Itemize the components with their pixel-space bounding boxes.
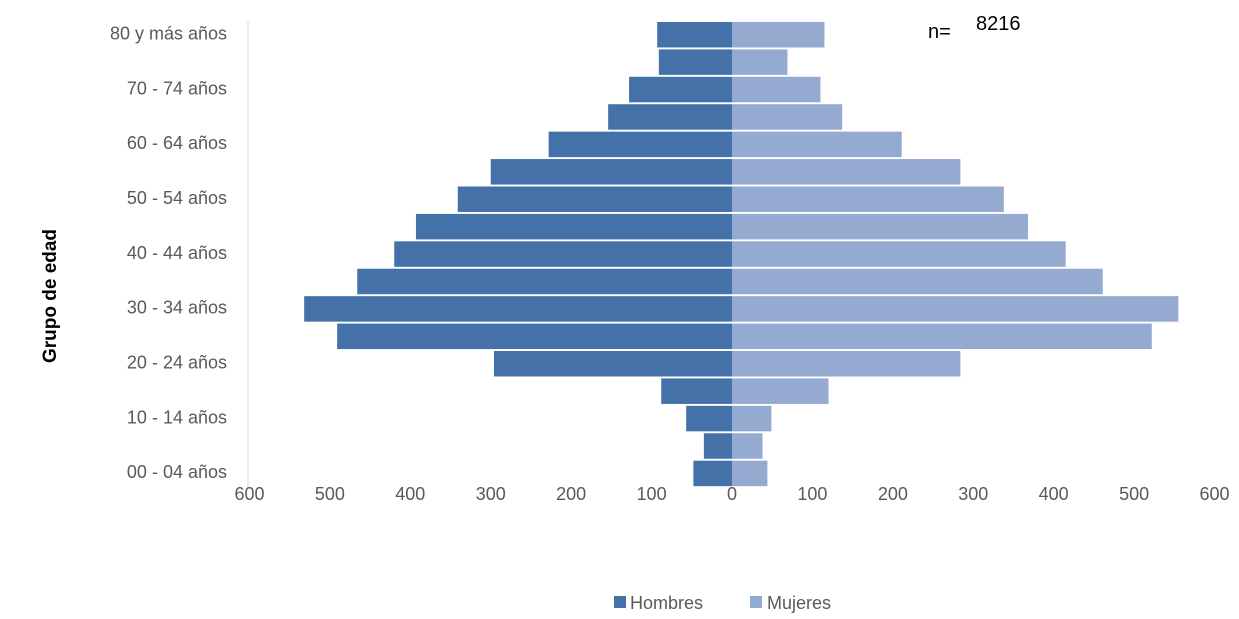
bar-hombres [658, 49, 732, 75]
bar-hombres [457, 186, 732, 212]
x-tick-label: 100 [797, 484, 827, 504]
bar-hombres [304, 296, 732, 322]
category-tick-label: 00 - 04 años [127, 462, 227, 482]
legend-label-mujeres: Mujeres [767, 593, 831, 613]
bar-mujeres [732, 76, 821, 103]
y-axis-title: Grupo de edad [40, 229, 61, 363]
bar-mujeres [732, 296, 1179, 322]
x-tick-label: 500 [1119, 484, 1149, 504]
bar-hombres [337, 323, 732, 350]
bar-hombres [415, 213, 732, 240]
bar-mujeres [732, 159, 961, 185]
bar-mujeres [732, 131, 902, 158]
bar-hombres [394, 241, 732, 267]
bar-hombres [357, 268, 732, 295]
bar-hombres [661, 378, 732, 404]
bars [304, 21, 1179, 487]
bar-mujeres [732, 351, 961, 377]
tick-labels: 00 - 04 años 10 - 14 años 20 - 24 años 30 -… [110, 23, 1230, 504]
x-tick-label: 300 [476, 484, 506, 504]
x-tick-label: 400 [395, 484, 425, 504]
bar-mujeres [732, 323, 1152, 350]
category-tick-label: 20 - 24 años [127, 353, 227, 373]
bar-hombres [608, 104, 732, 130]
bar-hombres [693, 460, 732, 487]
n-label: n= [928, 21, 951, 43]
bar-hombres [686, 405, 732, 432]
x-tick-label: 0 [727, 484, 737, 504]
bar-mujeres [732, 405, 772, 432]
legend: Hombres Mujeres [614, 593, 831, 613]
x-tick-label: 100 [637, 484, 667, 504]
x-tick-label: 200 [556, 484, 586, 504]
category-tick-label: 30 - 34 años [127, 298, 227, 318]
bar-mujeres [732, 378, 829, 404]
bar-hombres [493, 351, 732, 377]
bar-mujeres [732, 460, 768, 487]
bar-hombres [490, 159, 732, 185]
n-value: 8216 [976, 13, 1021, 35]
bar-mujeres [732, 241, 1066, 267]
bar-hombres [548, 131, 732, 158]
bar-mujeres [732, 213, 1028, 240]
x-tick-label: 400 [1039, 484, 1069, 504]
bar-hombres [629, 76, 732, 103]
category-tick-label: 40 - 44 años [127, 243, 227, 263]
bar-mujeres [732, 49, 788, 75]
x-tick-label: 300 [958, 484, 988, 504]
category-tick-label: 50 - 54 años [127, 188, 227, 208]
x-tick-label: 600 [1199, 484, 1229, 504]
bar-mujeres [732, 186, 1004, 212]
bar-mujeres [732, 21, 825, 48]
category-tick-label: 10 - 14 años [127, 407, 227, 427]
bar-mujeres [732, 433, 763, 459]
category-tick-label: 70 - 74 años [127, 78, 227, 98]
bar-mujeres [732, 268, 1103, 295]
bar-mujeres [732, 104, 843, 130]
category-tick-label: 60 - 64 años [127, 133, 227, 153]
x-tick-label: 500 [315, 484, 345, 504]
bar-hombres [703, 433, 732, 459]
category-tick-label: 80 y más años [110, 23, 227, 43]
bar-hombres [657, 21, 732, 48]
legend-swatch-hombres [614, 596, 626, 608]
legend-label-hombres: Hombres [630, 593, 703, 613]
x-tick-label: 200 [878, 484, 908, 504]
legend-swatch-mujeres [750, 596, 762, 608]
x-tick-label: 600 [234, 484, 264, 504]
